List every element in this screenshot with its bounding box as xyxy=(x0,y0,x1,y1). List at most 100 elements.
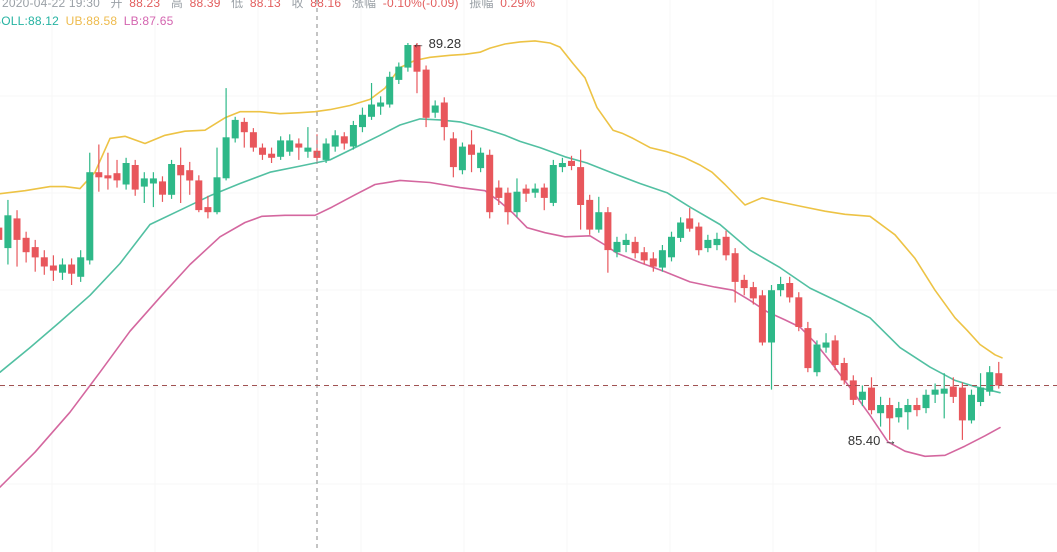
candle-body xyxy=(913,405,921,411)
candle-body xyxy=(949,386,957,397)
candle-body xyxy=(749,287,757,299)
candle-body xyxy=(922,394,930,409)
candle-body xyxy=(440,102,448,128)
candle-body xyxy=(640,252,648,261)
candle-body xyxy=(995,373,1003,386)
high-value: 88.39 xyxy=(189,0,221,10)
candle-body xyxy=(449,138,457,168)
candle-body xyxy=(649,258,657,267)
candle-body xyxy=(631,241,639,254)
candle-body xyxy=(149,178,157,184)
candle-body xyxy=(122,163,130,185)
candle-body xyxy=(386,76,394,105)
candle-body xyxy=(731,253,739,282)
boll-mid-value: BOLL:88.12 xyxy=(0,14,60,28)
candle-body xyxy=(758,295,766,343)
candle-body xyxy=(658,250,666,268)
candle-body xyxy=(295,143,303,148)
candle-body xyxy=(877,405,885,414)
candle-body xyxy=(95,172,103,178)
candle-body xyxy=(668,236,675,258)
open-value: 88.23 xyxy=(129,0,161,10)
candle-body xyxy=(458,146,466,171)
candle-body xyxy=(904,405,912,413)
candle-body xyxy=(968,394,975,421)
candle-body xyxy=(349,125,357,147)
candle-body xyxy=(558,163,566,168)
boll-boll-line xyxy=(0,118,1001,394)
candle-body xyxy=(858,391,866,400)
candle-body xyxy=(222,137,230,179)
candle-body xyxy=(140,178,148,187)
candle-body xyxy=(49,265,57,271)
candle-body xyxy=(886,405,894,419)
boll-ub-line xyxy=(0,40,1003,359)
candle-body xyxy=(304,147,312,152)
candle-body xyxy=(431,105,439,113)
candle-body xyxy=(368,104,375,117)
candle-body xyxy=(695,226,703,251)
price-annotation: 85.40 → xyxy=(848,433,897,448)
candle-body xyxy=(168,164,176,195)
candle-body xyxy=(840,363,848,381)
candle-body xyxy=(604,212,612,251)
candle-body xyxy=(404,45,412,68)
candle-body xyxy=(59,264,66,273)
candle-body xyxy=(549,165,557,203)
candle-body xyxy=(540,187,548,198)
candle-body xyxy=(413,45,421,72)
candle-body xyxy=(477,152,485,169)
candle-body xyxy=(586,199,594,230)
candle-body xyxy=(977,387,985,402)
candle-body xyxy=(104,175,112,179)
candle-body xyxy=(204,207,212,213)
candle-body xyxy=(13,218,21,240)
candle-body xyxy=(704,239,712,249)
candle-body xyxy=(277,140,285,157)
candle-body xyxy=(931,389,939,395)
candle-body xyxy=(986,372,994,392)
candle-body xyxy=(31,247,39,258)
candle-body xyxy=(504,192,512,213)
candle-body xyxy=(40,257,48,267)
candle-body xyxy=(940,388,948,394)
change-value: -0.10%(-0.09) xyxy=(382,0,459,10)
amplitude-label: 振幅 xyxy=(469,0,494,10)
candle-body xyxy=(331,135,339,147)
candle-body xyxy=(713,238,721,246)
candle-body xyxy=(113,173,121,181)
change-label: 涨幅 xyxy=(351,0,377,10)
datetime-label: 2020-04-22 19:30 xyxy=(2,0,100,10)
candle-body xyxy=(495,187,503,198)
candle-body xyxy=(868,387,875,411)
candle-body xyxy=(795,297,803,327)
candle-body xyxy=(86,172,94,261)
candle-body xyxy=(240,121,248,133)
open-label: 开 xyxy=(110,0,123,10)
candle-body xyxy=(958,387,966,421)
ohlc-readout: 2020-04-22 19:30 开 88.23 高 88.39 低 88.13… xyxy=(2,0,538,10)
candle-body xyxy=(486,154,494,213)
candle-body xyxy=(813,344,821,373)
candle-body xyxy=(740,279,748,289)
candle-body xyxy=(786,283,794,298)
candle-body xyxy=(377,102,385,107)
candle-body xyxy=(268,153,276,158)
high-label: 高 xyxy=(170,0,184,10)
candle-body xyxy=(577,167,585,205)
candle-body xyxy=(895,408,903,418)
candle-body xyxy=(259,147,266,155)
candle-body xyxy=(822,342,830,348)
candle-body xyxy=(613,241,621,253)
boll-ub-value: UB:88.58 xyxy=(65,14,118,28)
candle-body xyxy=(359,114,366,128)
candle-body xyxy=(622,239,630,245)
amplitude-value: 0.29% xyxy=(500,0,536,10)
candle-body xyxy=(77,257,85,277)
candlestick-series xyxy=(0,43,1003,440)
candle-body xyxy=(286,140,294,152)
candle-body xyxy=(768,290,775,343)
candle-body xyxy=(249,132,257,148)
candle-body xyxy=(0,227,3,240)
